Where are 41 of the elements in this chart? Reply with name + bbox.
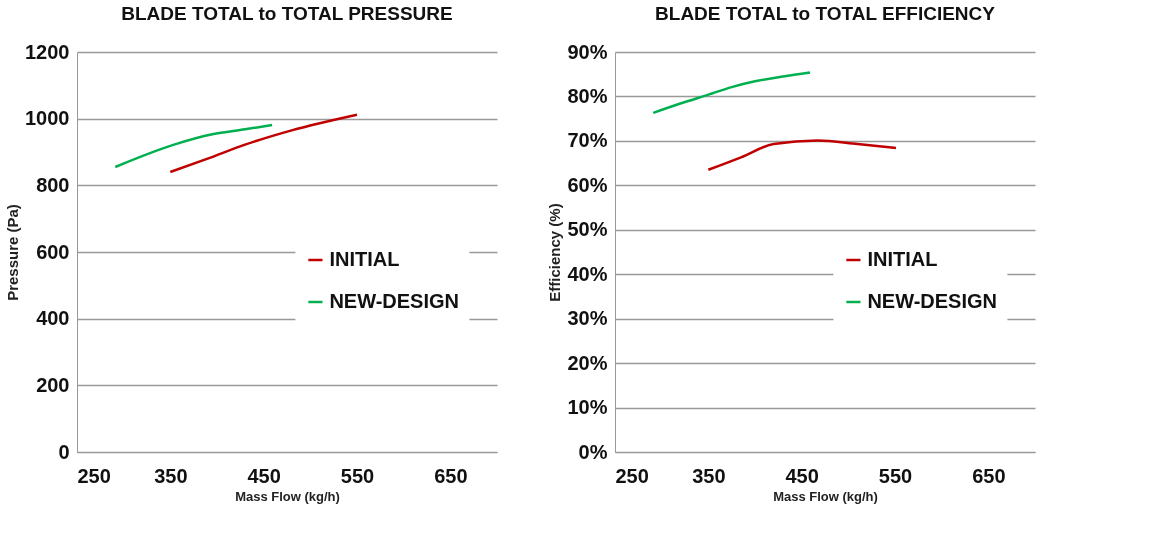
- x-tick-label: 250: [615, 464, 649, 487]
- y-axis-title: Pressure (Pa): [4, 204, 22, 301]
- chart-title: BLADE TOTAL to TOTAL PRESSURE: [121, 3, 453, 24]
- y-tick-label: 10%: [567, 396, 608, 419]
- y-tick-label: 90%: [567, 40, 608, 63]
- legend-label: INITIAL: [867, 248, 938, 270]
- legend-label: INITIAL: [329, 248, 400, 270]
- y-axis-title: Efficiency (%): [546, 203, 564, 302]
- x-tick-label: 350: [154, 464, 188, 487]
- y-tick-label: 50%: [567, 218, 608, 241]
- line-series: [169, 113, 359, 174]
- y-tick-label: 800: [36, 173, 70, 196]
- x-axis-title: Mass Flow (kg/h): [773, 488, 878, 504]
- x-axis-title: Mass Flow (kg/h): [235, 488, 340, 504]
- y-tick-label: 200: [36, 373, 70, 396]
- x-tick-label: 450: [785, 464, 819, 487]
- x-tick-label: 650: [972, 464, 1006, 487]
- y-tick-label: 40%: [567, 262, 608, 285]
- x-tick-label: 350: [692, 464, 726, 487]
- y-tick-label: 60%: [567, 173, 608, 196]
- line-series: [114, 123, 274, 169]
- y-tick-label: 30%: [567, 307, 608, 330]
- y-tick-label: 20%: [567, 351, 608, 374]
- y-tick-label: 70%: [567, 129, 608, 152]
- x-tick-label: 450: [247, 464, 281, 487]
- line-series: [652, 71, 812, 115]
- y-tick-label: 600: [36, 240, 70, 263]
- chart-title: BLADE TOTAL to TOTAL EFFICIENCY: [655, 3, 996, 24]
- legend-label: NEW-DESIGN: [867, 290, 998, 312]
- x-tick-label: 550: [878, 464, 913, 487]
- y-tick-label: 80%: [567, 84, 608, 107]
- line-series: [707, 139, 898, 172]
- x-tick-label: 650: [434, 464, 468, 487]
- y-tick-label: 1200: [25, 40, 70, 63]
- x-tick-label: 250: [77, 464, 111, 487]
- legend-label: NEW-DESIGN: [329, 290, 460, 312]
- y-tick-label: 0%: [578, 440, 608, 463]
- x-tick-label: 550: [340, 464, 375, 487]
- y-tick-label: 0: [58, 440, 70, 463]
- y-tick-label: 400: [36, 307, 70, 330]
- y-tick-label: 1000: [25, 107, 70, 130]
